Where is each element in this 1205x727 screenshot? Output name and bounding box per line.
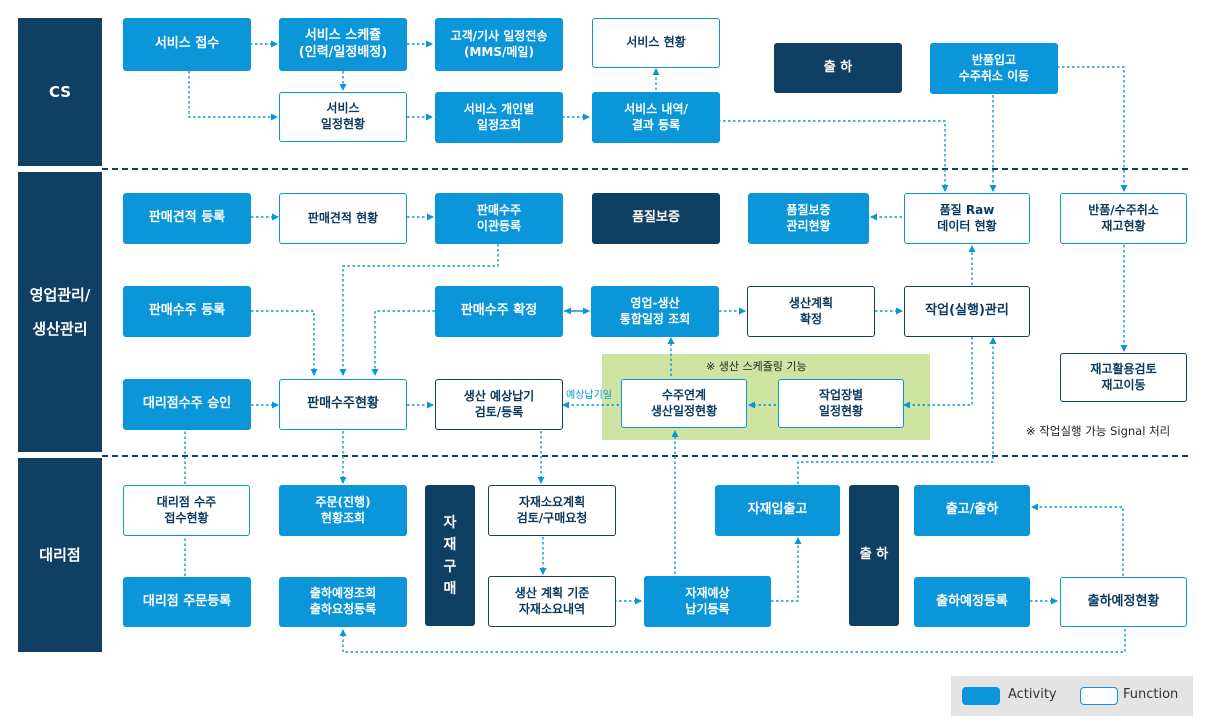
- node-svc-receive: 서비스 접수: [123, 18, 251, 71]
- legend-activity-swatch: [962, 687, 1000, 705]
- node-ship-plan-status: 출하예정현황: [1060, 577, 1187, 627]
- lane-sales-production-label: 영업관리/ 생산관리: [29, 285, 91, 339]
- node-material-io: 자재입출고: [715, 485, 840, 536]
- node-order-link-schedule: 수주연계 생산일정현황: [621, 379, 747, 428]
- node-qa: 품질보증: [592, 193, 720, 244]
- node-svc-status: 서비스 현황: [592, 18, 720, 68]
- node-integrated-schedule: 영업-생산 통합일정 조회: [591, 286, 719, 337]
- node-svc-sched-status: 서비스 일정현황: [279, 92, 407, 142]
- node-material-purchase: 자 재 구 매: [425, 485, 475, 626]
- node-ship-cs: 출 하: [774, 43, 902, 93]
- node-order-confirm: 판매수주 확정: [435, 286, 563, 337]
- node-order-reg: 판매수주 등록: [123, 286, 251, 337]
- lane-cs-label: CS: [48, 82, 72, 101]
- flow-arrows: [181, 40, 1128, 653]
- legend-function-label: Function: [1123, 687, 1179, 702]
- legend-function-swatch: [1080, 687, 1118, 705]
- node-customer-notify: 고객/기사 일정전송 (MMS/메일): [435, 18, 563, 71]
- node-qa-mgmt: 품질보증 관리현황: [748, 193, 869, 244]
- scheduling-label: ※ 생산 스케쥴링 기능: [706, 360, 807, 373]
- node-order-transfer: 판매수주 이관등록: [435, 193, 563, 244]
- expected-date-label: 예상납기일: [566, 390, 612, 401]
- node-inventory-review: 재고활용검토 재고이동: [1060, 353, 1187, 402]
- node-order-progress: 주문(진행) 현황조회: [279, 485, 407, 536]
- node-svc-schedule: 서비스 스케쥴 (인력/일정배정): [279, 18, 407, 71]
- lane-dealer: 대리점: [18, 458, 102, 652]
- node-return-in: 반품입고 수주취소 이동: [930, 43, 1058, 94]
- node-dealer-order-reg: 대리점 주문등록: [123, 577, 251, 627]
- node-work-center-schedule: 작업장별 일정현황: [778, 379, 904, 428]
- node-material-expected-delivery: 자재예상 납기등록: [644, 576, 771, 627]
- node-return-cancel-inventory: 반품/수주취소 재고현황: [1060, 193, 1187, 244]
- lane-dividers: [102, 168, 1190, 457]
- node-work-mgmt: 작업(실행)관리: [904, 286, 1030, 337]
- lane-dealer-label: 대리점: [39, 545, 81, 564]
- node-ship-plan-reg: 출하예정등록: [914, 577, 1030, 627]
- node-expected-delivery: 생산 예상납기 검토/등록: [435, 379, 563, 430]
- node-svc-result: 서비스 내역/ 결과 등록: [592, 92, 720, 143]
- node-dealer-order-approve: 대리점수주 승인: [123, 379, 251, 430]
- node-ship-dealer: 출 하: [849, 485, 899, 626]
- node-order-status: 판매수주현황: [279, 379, 407, 430]
- node-prod-plan-confirm: 생산계획 확정: [747, 286, 875, 337]
- node-quote-status: 판매견적 현황: [279, 193, 407, 244]
- lane-cs: CS: [18, 18, 102, 166]
- node-svc-personal: 서비스 개인별 일정조회: [435, 92, 563, 143]
- node-out-ship: 출고/출하: [914, 485, 1030, 536]
- node-quality-raw: 품질 Raw 데이터 현황: [904, 193, 1030, 244]
- node-quote-reg: 판매견적 등록: [123, 193, 251, 244]
- node-prod-plan-material: 생산 계획 기준 자재소요내역: [488, 576, 616, 627]
- legend: Activity Function: [951, 676, 1193, 716]
- signal-note: ※ 작업실행 가능 Signal 처리: [1026, 424, 1171, 438]
- lane-sales-production: 영업관리/ 생산관리: [18, 172, 102, 452]
- node-material-req-plan: 자재소요계획 검토/구매요청: [488, 485, 616, 536]
- node-ship-plan-query: 출하예정조회 출하요청등록: [279, 577, 407, 627]
- legend-activity-label: Activity: [1008, 687, 1057, 702]
- node-dealer-order-status: 대리점 수주 접수현황: [123, 485, 250, 536]
